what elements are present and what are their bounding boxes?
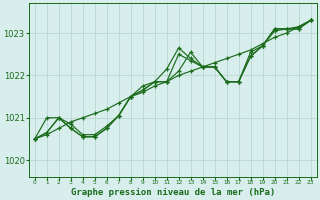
X-axis label: Graphe pression niveau de la mer (hPa): Graphe pression niveau de la mer (hPa)	[70, 188, 275, 197]
